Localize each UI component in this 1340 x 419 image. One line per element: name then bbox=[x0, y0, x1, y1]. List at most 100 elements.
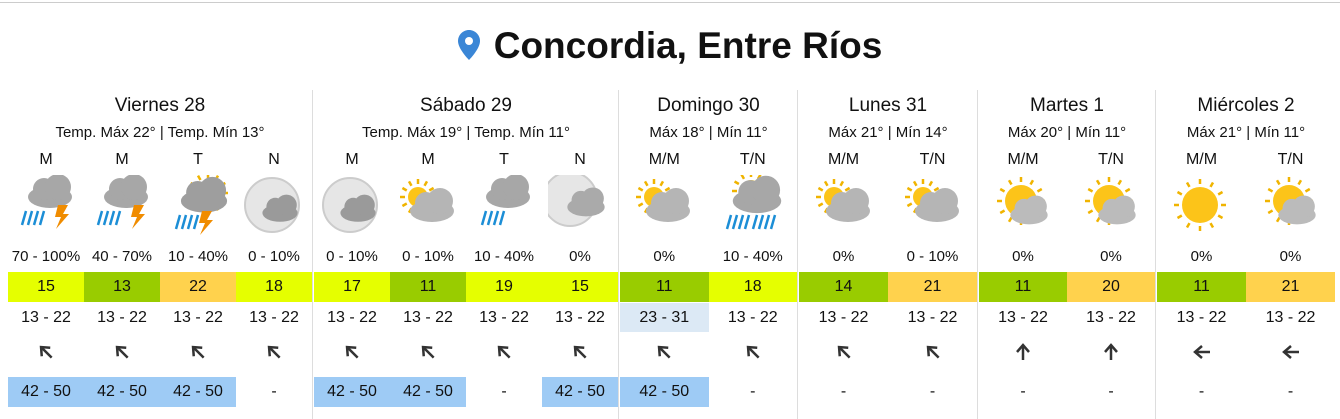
weather-icon bbox=[991, 175, 1055, 239]
sun bbox=[1176, 190, 1182, 196]
arrow-shaft bbox=[116, 346, 129, 359]
icon-svg bbox=[997, 177, 1048, 225]
separator bbox=[977, 90, 978, 419]
temp-value: 21 bbox=[888, 272, 977, 302]
weather-icon bbox=[242, 175, 306, 239]
arrow bbox=[497, 345, 511, 359]
temp-value: 11 bbox=[1157, 272, 1246, 302]
gust: - bbox=[750, 383, 756, 400]
sun bbox=[1124, 187, 1131, 193]
temp-summary: Máx 18° | Mín 11° bbox=[649, 124, 768, 141]
sun bbox=[740, 173, 745, 180]
weather-icon bbox=[1170, 175, 1234, 239]
icon-svg bbox=[1173, 179, 1226, 231]
cloud bbox=[1292, 195, 1315, 218]
gust: - bbox=[501, 383, 507, 400]
sun bbox=[423, 180, 429, 187]
probability: 10 - 40% bbox=[722, 248, 783, 265]
sun bbox=[1185, 222, 1191, 229]
period-label: T/N bbox=[1277, 151, 1304, 168]
weather-icon bbox=[721, 172, 785, 239]
gust: 42 - 50 bbox=[84, 377, 160, 407]
period-label: M/M bbox=[1185, 151, 1218, 168]
rain bbox=[725, 214, 732, 230]
rain bbox=[102, 210, 110, 226]
icon-svg bbox=[725, 172, 781, 230]
icon-svg bbox=[904, 179, 959, 222]
arrow-svg bbox=[191, 345, 205, 359]
separator bbox=[797, 90, 798, 419]
gust: 42 - 50 bbox=[314, 377, 390, 407]
range: 13 - 22 bbox=[327, 309, 377, 326]
day-name: Lunes 31 bbox=[848, 95, 928, 116]
icon-svg bbox=[815, 179, 870, 222]
sun bbox=[407, 180, 413, 187]
arrow-head bbox=[926, 345, 937, 357]
sun bbox=[1087, 209, 1094, 215]
weather-icon bbox=[320, 175, 384, 239]
cloud bbox=[842, 188, 869, 214]
gust: - bbox=[1287, 383, 1294, 400]
gust: 42 - 50 bbox=[160, 377, 236, 407]
arrow bbox=[115, 345, 129, 359]
gust: 42 - 50 bbox=[8, 377, 84, 407]
arrow bbox=[421, 345, 435, 359]
rain bbox=[763, 214, 770, 230]
sun bbox=[1275, 179, 1281, 186]
sun bbox=[933, 186, 939, 192]
sun bbox=[401, 202, 408, 208]
icon-svg bbox=[20, 174, 72, 229]
temp-value: 15 bbox=[8, 272, 84, 302]
wind-arrow bbox=[1013, 342, 1033, 362]
temp-summary: Máx 21° | Mín 14° bbox=[828, 124, 948, 141]
day-name: Domingo 30 bbox=[657, 95, 760, 116]
rain bbox=[26, 210, 34, 226]
arrow bbox=[191, 345, 205, 359]
period-label: M bbox=[345, 151, 359, 168]
arrow bbox=[837, 345, 851, 359]
arrow-shaft bbox=[927, 346, 940, 359]
icon-svg bbox=[636, 179, 691, 222]
temp-value: 11 bbox=[390, 272, 466, 302]
arrow bbox=[1016, 343, 1030, 360]
arrow-svg bbox=[497, 345, 511, 359]
wind-arrow bbox=[743, 342, 763, 362]
sun bbox=[844, 186, 850, 192]
probability: 10 - 40% bbox=[473, 248, 535, 265]
wind-arrow bbox=[834, 342, 854, 362]
temp-value: 19 bbox=[466, 272, 542, 302]
range: 13 - 22 bbox=[998, 309, 1048, 326]
arrow-head bbox=[746, 345, 758, 357]
probability: 40 - 70% bbox=[91, 248, 153, 265]
wind-arrow bbox=[494, 342, 514, 362]
arrow bbox=[926, 345, 940, 359]
probability: 0% bbox=[1190, 248, 1213, 265]
temp-summary: Máx 20° | Mín 11° bbox=[1007, 124, 1127, 141]
sun bbox=[906, 202, 912, 208]
period-label: M/M bbox=[648, 151, 680, 168]
sun bbox=[196, 175, 202, 181]
sun bbox=[823, 180, 829, 187]
icon-svg bbox=[1264, 177, 1316, 225]
gust: - bbox=[271, 383, 277, 400]
temp-summary: Máx 21° | Mín 11° bbox=[1186, 124, 1306, 141]
temp-value: 20 bbox=[1067, 272, 1155, 302]
gust: 42 - 50 bbox=[542, 377, 618, 407]
arrow-head bbox=[1281, 345, 1292, 359]
wind-arrow bbox=[112, 342, 132, 362]
arrow-svg bbox=[267, 345, 281, 359]
rain bbox=[180, 214, 188, 230]
period-label: M/M bbox=[827, 151, 860, 168]
range: 13 - 22 bbox=[818, 309, 869, 326]
temp-summary: Temp. Máx 19° | Temp. Mín 11° bbox=[362, 124, 570, 141]
arrow-svg bbox=[1281, 345, 1299, 359]
sun bbox=[1095, 179, 1101, 186]
rain bbox=[186, 214, 194, 230]
sun bbox=[906, 186, 912, 192]
wind-arrow bbox=[188, 342, 208, 362]
probability: 0 - 10% bbox=[326, 248, 378, 265]
rain bbox=[114, 210, 122, 226]
temp-value: 15 bbox=[542, 272, 618, 302]
sun bbox=[638, 186, 644, 192]
lightning bbox=[199, 211, 213, 235]
